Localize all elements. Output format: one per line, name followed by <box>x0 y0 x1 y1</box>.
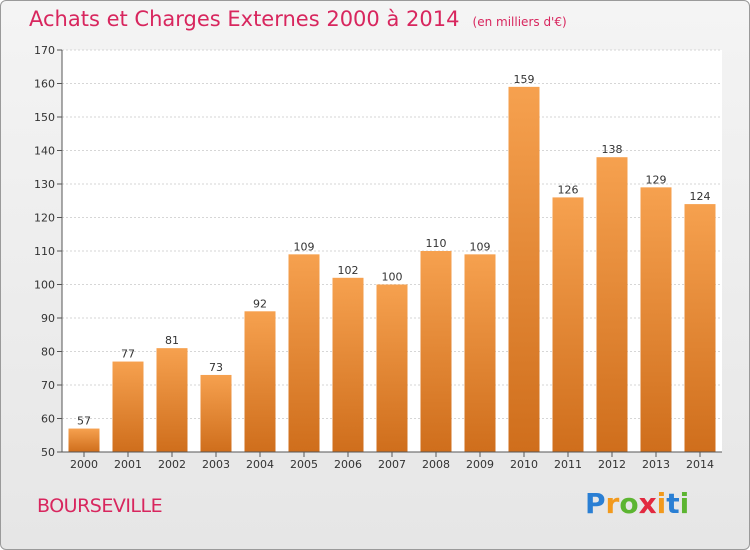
x-tick-label: 2013 <box>642 458 670 471</box>
chart-title: Achats et Charges Externes 2000 à 2014 <box>29 7 460 31</box>
bar-value-label: 138 <box>602 143 623 156</box>
bar <box>596 157 628 452</box>
bar-value-label: 109 <box>470 240 491 253</box>
y-tick-label: 130 <box>34 178 55 191</box>
x-tick-label: 2010 <box>510 458 538 471</box>
bar-value-label: 73 <box>209 361 223 374</box>
bar <box>552 197 584 452</box>
y-tick-label: 160 <box>34 78 55 91</box>
bar <box>464 254 496 452</box>
bar <box>640 187 672 452</box>
chart-subtitle: (en milliers d'€) <box>472 15 567 29</box>
bar-value-label: 109 <box>294 240 315 253</box>
chart-title-block: Achats et Charges Externes 2000 à 2014 (… <box>29 7 567 31</box>
y-tick-label: 70 <box>41 379 55 392</box>
x-tick-label: 2009 <box>466 458 494 471</box>
x-tick-label: 2003 <box>202 458 230 471</box>
bar <box>684 204 716 452</box>
x-tick-label: 2014 <box>686 458 714 471</box>
bar <box>332 277 364 452</box>
y-tick-label: 110 <box>34 245 55 258</box>
y-tick-label: 80 <box>41 346 55 359</box>
y-tick-label: 120 <box>34 212 55 225</box>
x-tick-label: 2006 <box>334 458 362 471</box>
x-tick-label: 2004 <box>246 458 274 471</box>
bar-value-label: 100 <box>382 271 403 284</box>
x-tick-label: 2011 <box>554 458 582 471</box>
bar-value-label: 81 <box>165 334 179 347</box>
bar-value-label: 159 <box>514 73 535 86</box>
bar-value-label: 129 <box>646 173 667 186</box>
commune-name: BOURSEVILLE <box>37 495 163 517</box>
x-tick-label: 2000 <box>70 458 98 471</box>
y-tick-label: 90 <box>41 312 55 325</box>
y-tick-label: 140 <box>34 145 55 158</box>
bar-value-label: 77 <box>121 348 135 361</box>
x-tick-label: 2001 <box>114 458 142 471</box>
y-tick-label: 150 <box>34 111 55 124</box>
y-tick-label: 100 <box>34 279 55 292</box>
bar <box>376 284 408 452</box>
y-tick-label: 50 <box>41 446 55 459</box>
bar-value-label: 126 <box>558 183 579 196</box>
bar-value-label: 102 <box>338 264 359 277</box>
bar <box>68 428 100 452</box>
bar <box>508 86 540 452</box>
x-tick-label: 2008 <box>422 458 450 471</box>
x-tick-label: 2012 <box>598 458 626 471</box>
bar-value-label: 57 <box>77 415 91 428</box>
bar-value-label: 124 <box>690 190 711 203</box>
y-tick-label: 170 <box>34 44 55 57</box>
bar <box>156 348 188 452</box>
y-tick-label: 60 <box>41 413 55 426</box>
x-tick-label: 2002 <box>158 458 186 471</box>
x-tick-label: 2005 <box>290 458 318 471</box>
bar <box>288 254 320 452</box>
bar <box>200 374 232 452</box>
bar-value-label: 92 <box>253 297 267 310</box>
bar-value-label: 110 <box>426 237 447 250</box>
bar <box>112 361 144 452</box>
x-tick-label: 2007 <box>378 458 406 471</box>
proxiti-logo: Proxiti <box>585 487 690 520</box>
bar <box>420 251 452 452</box>
bar <box>244 311 276 452</box>
